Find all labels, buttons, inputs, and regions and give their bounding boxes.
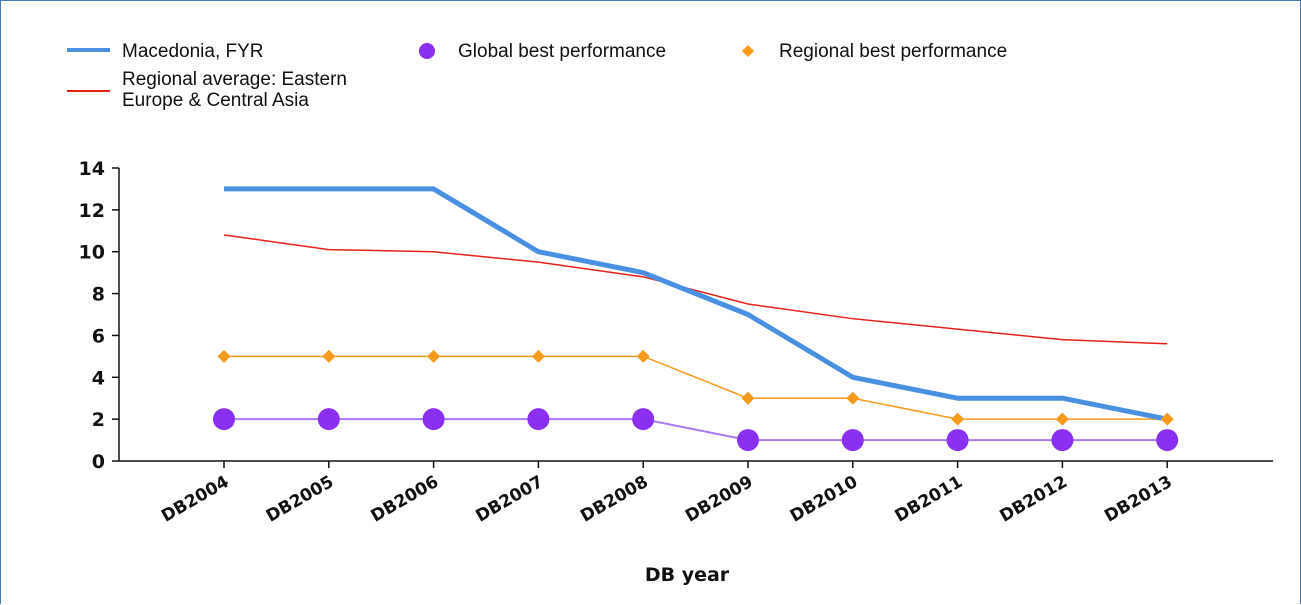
x-tick-label: DB2013 xyxy=(1101,472,1175,527)
regional-best-point xyxy=(217,349,231,363)
regional-best-point xyxy=(1160,412,1174,426)
x-tick-label: DB2011 xyxy=(892,472,966,527)
x-tick-label: DB2006 xyxy=(368,472,442,527)
global-best-point xyxy=(317,408,340,431)
global-best-point xyxy=(841,429,864,452)
x-tick-label: DB2004 xyxy=(158,472,233,527)
chart-series xyxy=(213,186,1179,452)
global-best-point xyxy=(422,408,445,431)
legend-label-regional-best: Regional best performance xyxy=(779,41,1007,62)
series-line-macedonia xyxy=(224,186,1168,422)
series-line-regional-average xyxy=(223,234,1168,345)
x-tick-label: DB2009 xyxy=(682,472,756,527)
regional-best-point xyxy=(427,349,441,363)
regional-best-point xyxy=(846,391,860,405)
y-tick-label: 8 xyxy=(92,284,105,306)
chart-legend: Macedonia, FYR Regional average: Eastern… xyxy=(67,41,1007,111)
x-tick-label: DB2010 xyxy=(787,472,862,527)
global-best-point xyxy=(737,429,759,452)
legend-label-macedonia: Macedonia, FYR xyxy=(122,41,264,62)
y-tick-label: 0 xyxy=(92,451,105,473)
global-best-point xyxy=(213,408,235,431)
y-tick-label: 6 xyxy=(92,325,105,347)
y-tick-label: 12 xyxy=(79,200,105,222)
legend-swatch-regional-best xyxy=(742,45,754,57)
y-tick-label: 10 xyxy=(79,242,105,264)
regional-best-point xyxy=(636,349,650,363)
global-best-point xyxy=(527,408,550,431)
chart-axes xyxy=(118,168,1273,462)
regional-best-point xyxy=(1055,412,1069,426)
legend-label-global-best: Global best performance xyxy=(458,41,666,62)
x-tick-label: DB2007 xyxy=(472,472,546,527)
x-tick-label: DB2012 xyxy=(996,472,1070,527)
global-best-point xyxy=(1156,429,1179,452)
legend-swatch-global-best xyxy=(419,43,435,59)
regional-best-point xyxy=(531,349,545,363)
legend-label-regional-average-line1: Regional average: Eastern xyxy=(122,69,347,90)
legend-label-regional-average-line2: Europe & Central Asia xyxy=(122,90,309,111)
series-line-regional-best xyxy=(224,355,1168,420)
global-best-point xyxy=(632,408,655,431)
series-line-global-best xyxy=(224,418,1168,442)
regional-best-point xyxy=(951,412,965,426)
x-tick-label: DB2005 xyxy=(263,472,337,527)
y-tick-label: 4 xyxy=(92,367,105,389)
x-axis-title: DB year xyxy=(645,564,730,586)
y-axis-ticks: 0 2 4 6 8 10 12 14 xyxy=(79,158,119,473)
global-best-point xyxy=(1051,429,1074,452)
regional-best-point xyxy=(322,349,336,363)
x-axis-ticks: DB2004 DB2005 DB2006 DB2007 DB2008 DB2009 DB20… xyxy=(158,461,1176,527)
y-tick-label: 2 xyxy=(92,409,105,431)
y-tick-label: 14 xyxy=(79,158,105,180)
x-tick-label: DB2008 xyxy=(577,472,651,527)
global-best-point xyxy=(946,429,969,452)
regional-best-point xyxy=(741,391,755,405)
